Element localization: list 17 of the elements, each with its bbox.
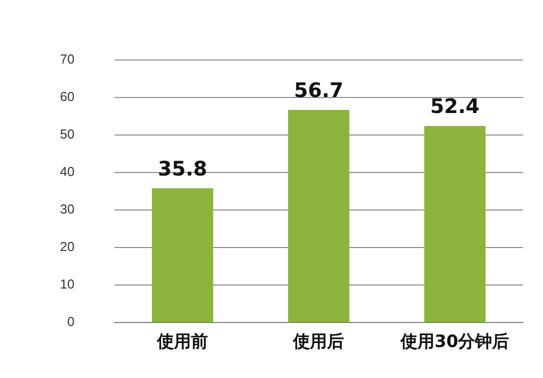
- y-tick-label: 50: [60, 126, 74, 142]
- y-tick-label: 10: [60, 276, 74, 292]
- y-tick-label: 30: [60, 202, 74, 217]
- y-tick-label: 70: [60, 52, 74, 67]
- data-label: 56.7: [294, 78, 344, 102]
- bar: [288, 110, 350, 322]
- y-tick-label: 60: [60, 89, 74, 104]
- x-tick-label: 使用30分钟后: [400, 332, 510, 352]
- bar: [152, 188, 214, 322]
- y-tick-label: 40: [60, 164, 74, 180]
- data-label: 52.4: [430, 94, 480, 118]
- x-tick-label: 使用前: [156, 332, 208, 352]
- y-tick-label: 20: [60, 239, 74, 254]
- y-tick-label: 0: [67, 314, 74, 330]
- bar: [424, 126, 486, 322]
- data-label: 35.8: [158, 156, 208, 180]
- x-tick-label: 使用后: [292, 332, 344, 352]
